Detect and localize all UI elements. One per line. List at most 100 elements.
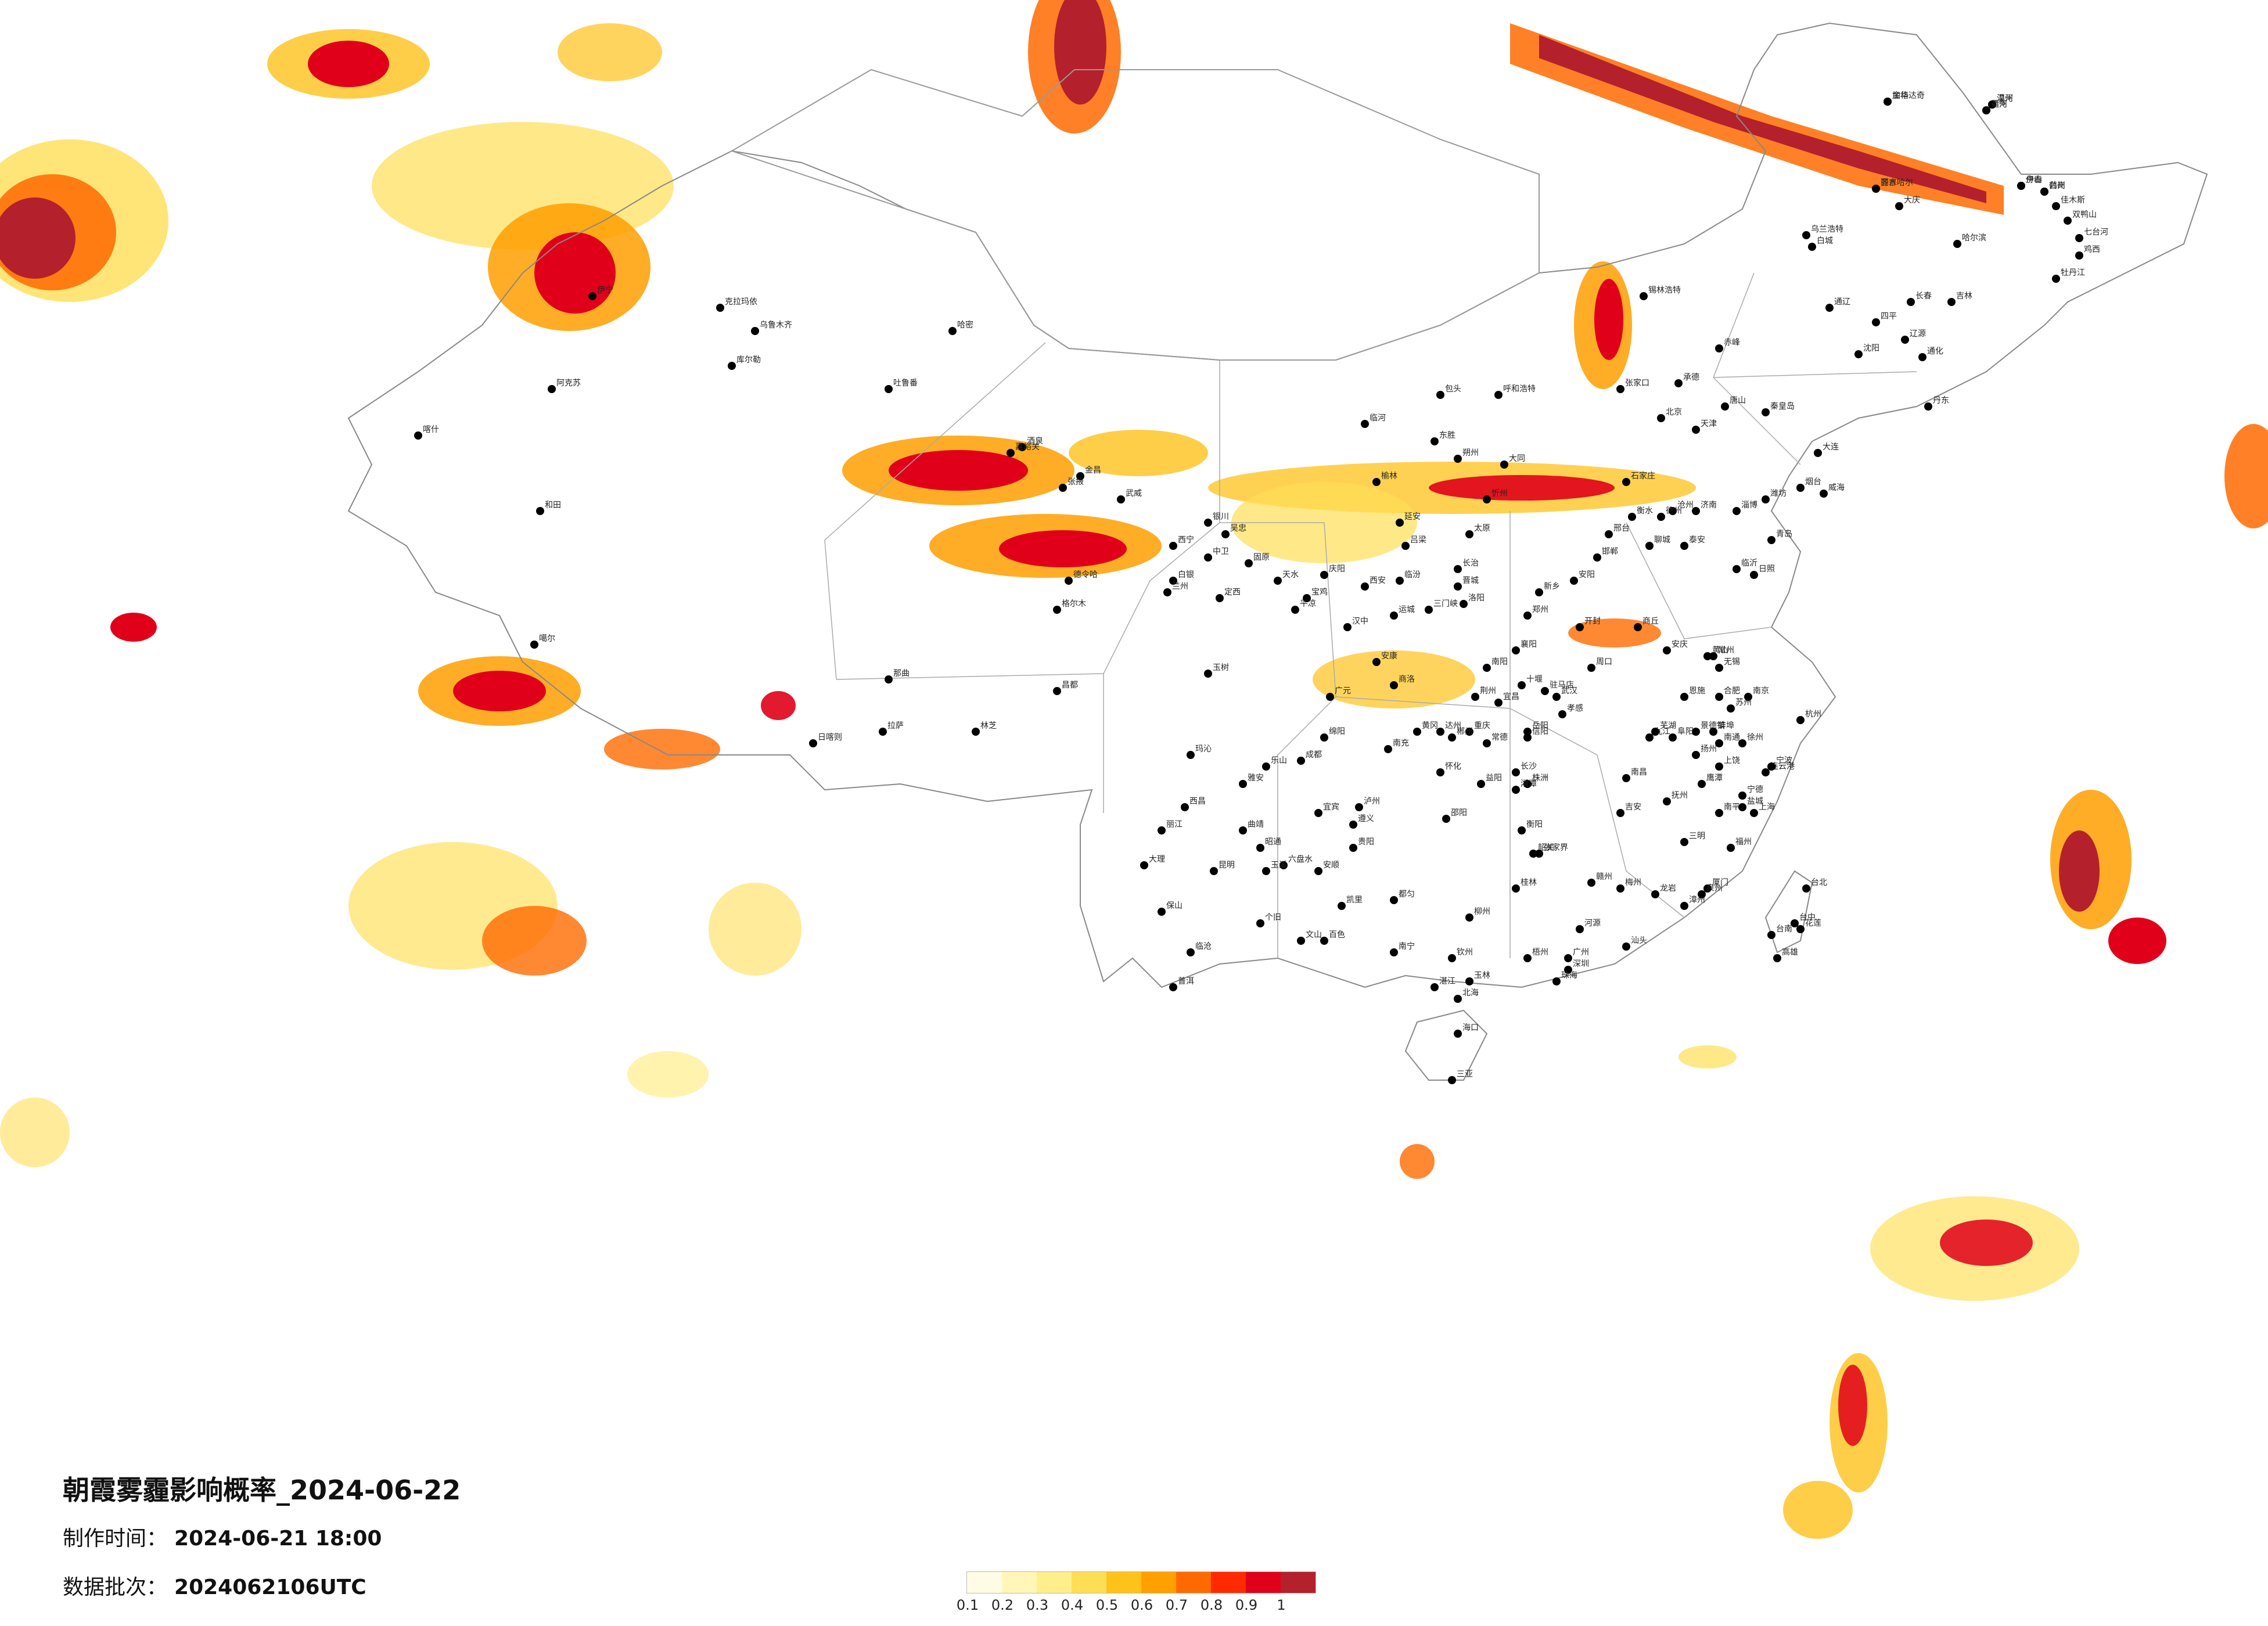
- city-label: 珠海: [1561, 971, 1577, 980]
- city-dot: [1698, 890, 1706, 898]
- country-boundaries: [347, 22, 2208, 1081]
- city-label: 商洛: [1399, 675, 1415, 684]
- city-label: 西宁: [1178, 535, 1194, 545]
- make-time-value: 2024-06-21 18:00: [174, 1527, 382, 1551]
- city-dot: [1204, 553, 1212, 562]
- city-label: 遵义: [1358, 814, 1374, 823]
- city-dot: [2017, 182, 2025, 190]
- city-label: 临汾: [1404, 570, 1421, 580]
- city-label: 龙岩: [1660, 884, 1676, 893]
- city-dot: [1715, 693, 1723, 701]
- city-dot: [948, 327, 957, 335]
- city-dot: [1007, 449, 1015, 457]
- city-dot: [1709, 728, 1717, 736]
- city-dot: [1396, 519, 1404, 527]
- city-dot: [1645, 542, 1654, 550]
- city-dot: [1703, 884, 1712, 893]
- city-label: 上饶: [1724, 756, 1740, 765]
- city-dot: [1651, 728, 1659, 736]
- city-label: 岳阳: [1532, 721, 1548, 731]
- city-dot: [1187, 948, 1195, 956]
- city-label: 张掖: [1067, 477, 1084, 487]
- city-dot: [1163, 588, 1171, 596]
- city-label: 开封: [1584, 617, 1601, 626]
- city-label: 宝鸡: [1311, 587, 1328, 597]
- city-dot: [1274, 577, 1282, 585]
- city-label: 临沧: [1195, 941, 1212, 951]
- city-label: 上海: [1759, 803, 1775, 812]
- city-label: 哈尔滨: [1962, 233, 1986, 243]
- legend-swatch: [1281, 1572, 1315, 1593]
- city-label: 庆阳: [1329, 564, 1345, 574]
- city-label: 日照: [1759, 564, 1775, 574]
- city-label: 宁波: [1776, 756, 1792, 765]
- city-dot: [1518, 826, 1526, 834]
- mongolia-outline: [730, 69, 1540, 361]
- city-dot: [1529, 850, 1537, 858]
- city-dot: [885, 675, 893, 684]
- legend-swatch: [1246, 1572, 1281, 1593]
- city-dot: [1454, 565, 1462, 573]
- city-label: 淄博: [1741, 500, 1757, 510]
- city-dot: [1605, 530, 1613, 538]
- city-dot: [1541, 687, 1549, 695]
- city-dot: [1680, 693, 1688, 701]
- city-label: 赣州: [1596, 872, 1612, 882]
- city-label: 抚州: [1672, 791, 1688, 800]
- city-label: 临沂: [1741, 559, 1757, 568]
- city-label: 拉萨: [887, 721, 904, 731]
- city-dot: [1895, 202, 1903, 210]
- city-dot: [1953, 240, 1961, 248]
- make-time-row: 制作时间： 2024-06-21 18:00: [63, 1521, 461, 1552]
- city-label: 南宁: [1399, 941, 1415, 951]
- city-dot: [1140, 861, 1148, 869]
- city-dot: [1669, 507, 1677, 515]
- city-label: 沈阳: [1863, 344, 1879, 353]
- city-dot: [1494, 699, 1503, 707]
- city-label: 青岛: [1776, 530, 1792, 539]
- city-dot: [1372, 478, 1381, 486]
- city-label: 商丘: [1642, 617, 1659, 626]
- city-label: 喀什: [423, 425, 439, 434]
- city-dot: [1884, 98, 1892, 106]
- city-label: 七台河: [2084, 228, 2108, 237]
- city-label: 温州: [1997, 94, 2013, 103]
- city-dot: [1303, 594, 1311, 602]
- city-label: 百色: [1329, 930, 1345, 940]
- city-label: 平凉: [1300, 599, 1316, 609]
- city-label: 南充: [1393, 739, 1409, 748]
- city-label: 雅安: [1248, 774, 1264, 783]
- city-label: 广元: [1335, 686, 1351, 696]
- legend-tick-label: 0.1: [956, 1597, 979, 1613]
- city-label: 北海: [1462, 988, 1479, 998]
- city-label: 宜宾: [1323, 803, 1339, 812]
- city-label: 郴州: [1457, 727, 1473, 736]
- city-label: 汉中: [1352, 617, 1368, 626]
- city-label: 天水: [1282, 570, 1299, 580]
- city-dot: [1738, 803, 1746, 811]
- city-label: 孝感: [1567, 703, 1583, 713]
- legend-tick-label: 1: [1277, 1597, 1286, 1613]
- city-dot: [1320, 571, 1328, 579]
- city-label: 北京: [1666, 408, 1682, 417]
- city-label: 钦州: [1457, 948, 1473, 957]
- city-label: 扬州: [1701, 744, 1717, 754]
- city-dot: [1854, 350, 1863, 358]
- city-label: 杭州: [1805, 710, 1821, 719]
- city-label: 阿克苏: [556, 379, 581, 388]
- city-dot: [1698, 780, 1706, 788]
- city-dot: [2052, 202, 2060, 210]
- city-label: 白银: [1178, 570, 1194, 580]
- city-dot: [1587, 879, 1595, 887]
- city-label: 丽江: [1166, 820, 1182, 829]
- legend-tick-label: 0.5: [1095, 1597, 1119, 1613]
- city-dot: [1460, 600, 1468, 608]
- city-dot: [1494, 391, 1503, 399]
- city-dot: [1657, 414, 1665, 422]
- city-label: 台州: [2049, 181, 2065, 190]
- city-dot: [1576, 623, 1584, 631]
- city-label: 金华: [1892, 91, 1908, 100]
- city-label: 曲靖: [1248, 820, 1264, 829]
- city-dot: [1454, 582, 1462, 591]
